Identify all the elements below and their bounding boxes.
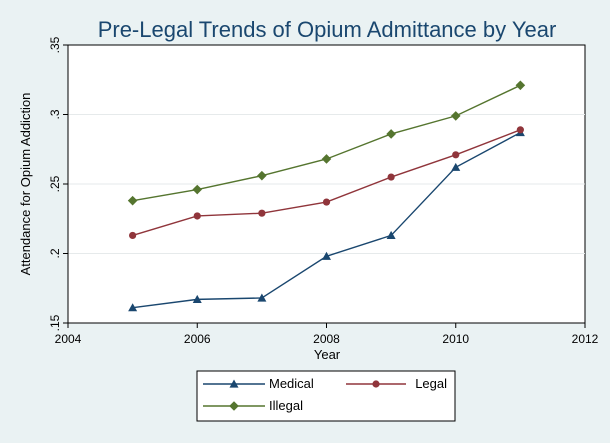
y-tick-label-2: .25	[48, 175, 62, 192]
data-point-illegal-2011	[515, 80, 526, 91]
series-legal	[129, 126, 524, 240]
data-point-medical-2007	[257, 293, 267, 302]
data-point-legal-2006	[193, 212, 201, 220]
series-layer	[127, 80, 526, 312]
data-point-legal-2007	[258, 209, 266, 217]
data-point-illegal-2005	[127, 195, 138, 206]
data-point-legal-2010	[452, 151, 460, 159]
data-point-legal-2011	[516, 126, 524, 134]
legend-label-legal: Legal	[415, 376, 447, 391]
series-medical	[128, 128, 525, 312]
x-tick-label-4: 2012	[572, 332, 599, 346]
data-point-illegal-2007	[257, 170, 267, 181]
series-illegal	[127, 80, 526, 206]
data-point-medical-2009	[386, 230, 396, 240]
y-tick-label-4: .35	[48, 36, 62, 53]
tick-marks: .15 .2 .25 .3 .35 2004 2006 2008 2010 2012	[48, 36, 599, 346]
legend-item-illegal: Illegal	[203, 398, 303, 413]
data-point-medical-2010	[451, 162, 461, 171]
x-axis-label: Year	[314, 347, 341, 362]
data-point-illegal-2009	[386, 129, 396, 139]
data-point-legal-2009	[387, 173, 395, 181]
data-point-medical-2008	[322, 251, 331, 260]
x-tick-label-2: 2008	[313, 332, 340, 346]
data-point-legal-2008	[322, 198, 331, 206]
legend-label-medical: Medical	[269, 376, 314, 391]
legend-marker-legal	[372, 380, 380, 388]
x-tick-label-1: 2006	[184, 332, 211, 346]
data-point-legal-2005	[129, 231, 137, 240]
legend-item-legal: Legal	[346, 376, 447, 391]
y-tick-label-0: .15	[48, 314, 62, 331]
legend-item-medical: Medical	[203, 376, 314, 391]
y-tick-label-3: .3	[48, 109, 62, 119]
x-tick-label-0: 2004	[55, 332, 82, 346]
chart-title: Pre-Legal Trends of Opium Admittance by …	[98, 17, 557, 42]
y-tick-label-1: .2	[48, 248, 62, 258]
data-point-illegal-2010	[450, 111, 461, 121]
legend-marker-illegal	[229, 401, 239, 411]
data-point-illegal-2008	[321, 154, 332, 164]
legend-marker-medical	[229, 379, 239, 388]
x-tick-label-3: 2010	[442, 332, 469, 346]
data-point-illegal-2006	[192, 184, 203, 195]
legend-box	[196, 370, 456, 422]
legend: Medical Legal Illegal	[196, 370, 456, 422]
legend-label-illegal: Illegal	[269, 398, 303, 413]
data-point-medical-2006	[192, 294, 202, 303]
data-point-medical-2005	[128, 303, 138, 312]
y-axis-label: Attendance for Opium Addiction	[18, 93, 33, 276]
